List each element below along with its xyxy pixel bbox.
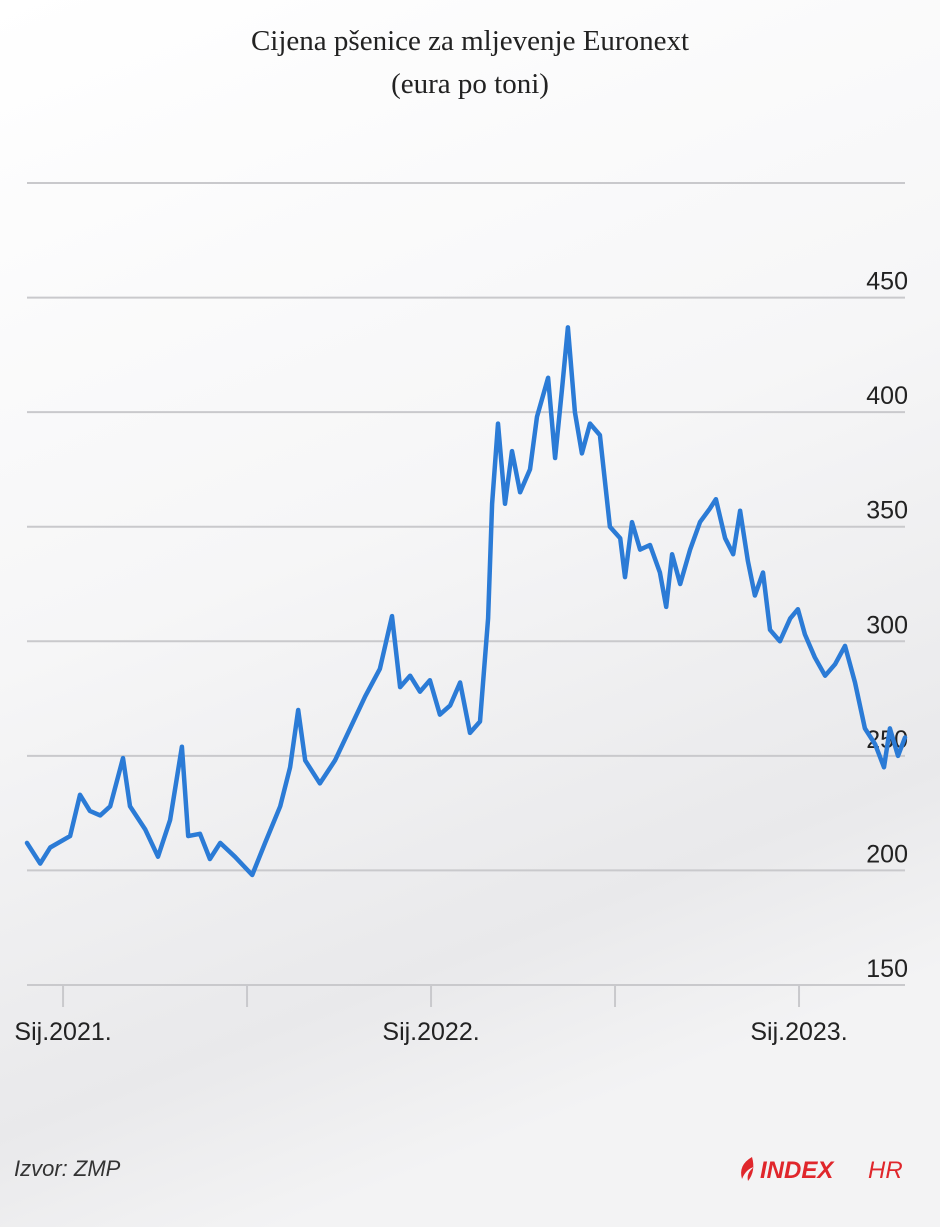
y-tick-label: 300 — [866, 611, 908, 639]
source: Izvor: ZMP — [14, 1156, 121, 1181]
y-tick-label: 400 — [866, 382, 908, 410]
x-tick-label: Sij.2021. — [14, 1018, 111, 1046]
logo-suffix: HR — [868, 1157, 903, 1184]
x-tick-label: Sij.2022. — [382, 1018, 479, 1046]
y-tick-label: 200 — [866, 840, 908, 868]
y-tick-label: 450 — [866, 268, 908, 296]
x-tick-label: Sij.2023. — [750, 1018, 847, 1046]
logo: INDEX HR — [741, 1157, 903, 1184]
y-tick-label: 150 — [866, 955, 908, 983]
logo-main: INDEX — [760, 1157, 835, 1184]
chart-title: Cijena pšenice za mljevenje Euronext — [251, 25, 689, 57]
y-tick-label: 350 — [866, 497, 908, 525]
chart-subtitle: (eura po toni) — [391, 68, 549, 100]
logo-flame — [741, 1157, 754, 1181]
data-line — [24, 325, 908, 878]
